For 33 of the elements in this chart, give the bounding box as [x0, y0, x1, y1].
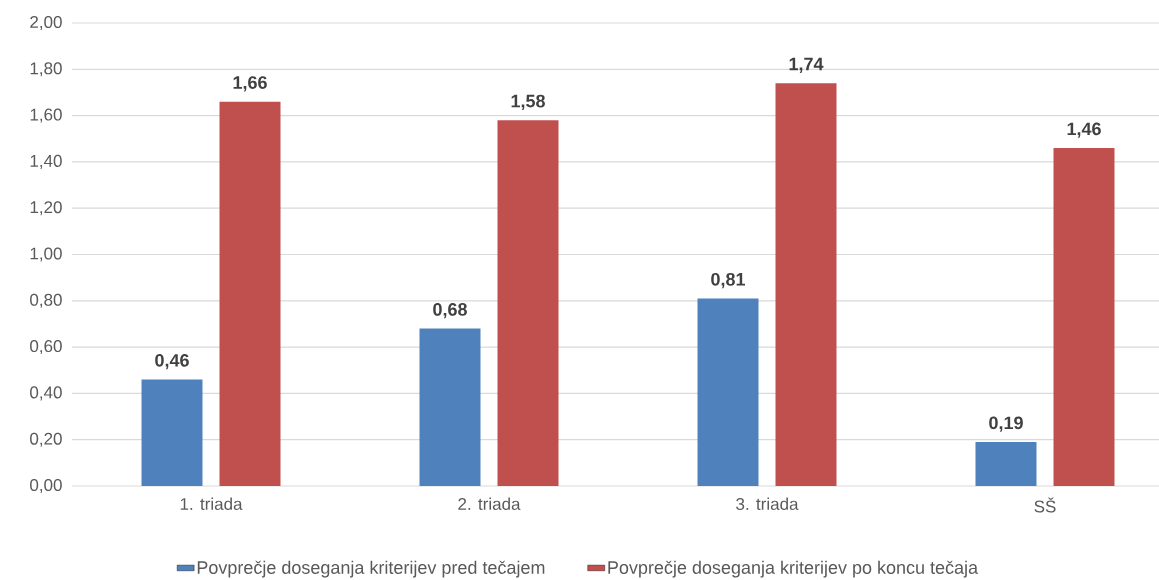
y-tick-label: 0,60 [30, 340, 62, 355]
bar [1053, 148, 1115, 486]
y-tick-label: 1,60 [30, 108, 62, 123]
bar [975, 442, 1037, 486]
data-label: 0,81 [711, 272, 746, 289]
data-label: 1,66 [233, 76, 267, 92]
y-tick-label: 0,00 [30, 478, 62, 494]
bar [219, 101, 281, 486]
y-tick-label: 0,20 [30, 432, 62, 447]
y-tick-label: 0,40 [30, 386, 62, 401]
bar [697, 298, 759, 486]
x-tick-label: 1. triada [180, 497, 243, 511]
bar [419, 328, 481, 486]
legend-label: Povprečje doseganja kriterijev po koncu tečaja [608, 560, 979, 578]
y-tick-label: 1,20 [30, 201, 62, 216]
y-tick-label: 2,00 [30, 15, 62, 31]
x-tick-label: 3. triada [736, 497, 799, 511]
data-label: 0,46 [155, 353, 189, 370]
y-tick-label: 1,00 [30, 247, 62, 262]
y-tick-label: 1,80 [30, 62, 62, 77]
x-tick-label: SŠ [1034, 497, 1056, 513]
data-label: 1,46 [1067, 122, 1101, 138]
legend-label: Povprečje doseganja kriterijev pred tečajem [197, 560, 545, 578]
data-label: 0,19 [989, 416, 1023, 432]
bar [141, 379, 203, 486]
y-tick-label: 1,40 [30, 154, 62, 169]
bar [775, 83, 837, 486]
bar [497, 120, 559, 486]
data-label: 0,68 [433, 303, 467, 319]
data-label: 1,74 [789, 57, 824, 73]
y-tick-label: 0,80 [30, 293, 62, 308]
x-tick-label: 2. triada [458, 497, 521, 511]
data-label: 1,58 [511, 94, 545, 111]
